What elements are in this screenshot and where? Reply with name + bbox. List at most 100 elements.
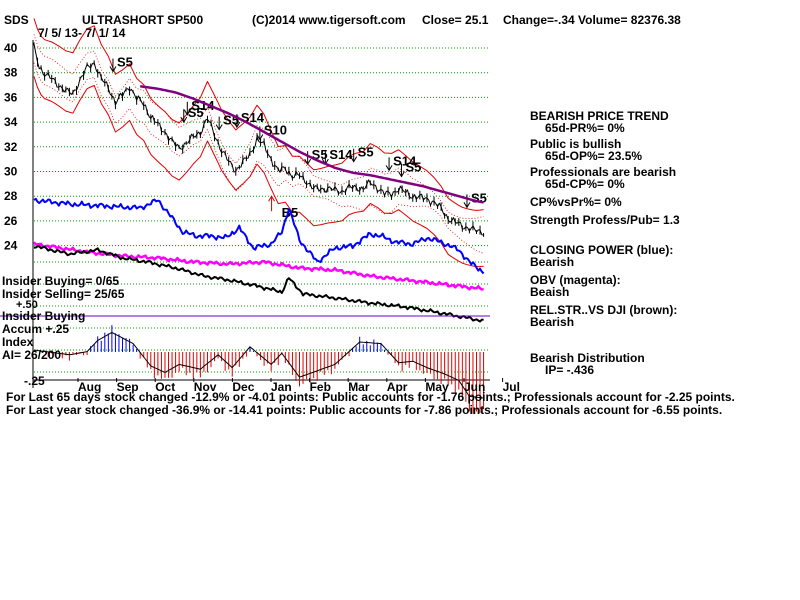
rel-strength-line	[33, 245, 484, 323]
panel-line: Strength Profess/Pub= 1.3	[530, 213, 680, 227]
month-label: Sep	[117, 380, 139, 394]
panel-line: CP%vsPr%= 0%	[530, 195, 622, 209]
footer-line-year: For Last year stock changed -36.9% or -1…	[6, 403, 723, 417]
upper-dotted-band	[33, 34, 484, 219]
footer-line-65d: For Last 65 days stock changed -12.9% or…	[6, 390, 735, 404]
signal-label: S5	[117, 55, 133, 70]
closing-power-series	[33, 197, 485, 275]
ai-label: AI= 26/200	[2, 348, 62, 362]
lower-dotted-band	[33, 62, 484, 254]
obv-series	[33, 241, 484, 291]
signal-label: S14	[393, 153, 417, 168]
sell-arrow-head	[385, 165, 393, 172]
panel-line: 65d-OP%= 23.5%	[545, 149, 643, 163]
sell-arrow-head	[183, 109, 191, 116]
sell-arrow-head	[350, 156, 358, 163]
plus50-label: +.50	[16, 299, 38, 311]
insider-buying: Insider Buying= 0/65	[2, 274, 120, 288]
sell-arrow-head	[463, 202, 471, 209]
accum-row: Accum +.25	[2, 323, 124, 336]
month-label: Aug	[78, 380, 101, 394]
signal-label: S5	[188, 105, 204, 120]
sell-arrow-head	[180, 116, 188, 124]
buy-arrow-head	[268, 195, 275, 202]
month-label: Oct	[155, 380, 175, 394]
panel-line: BEARISH PRICE TREND	[530, 109, 669, 123]
close-value: Close= 25.1	[422, 13, 489, 27]
panel-line: Bearish	[530, 255, 575, 269]
footer-summary: For Last 65 days stock changed -12.9% or…	[6, 391, 735, 417]
signal-label: S5	[358, 145, 374, 160]
price-tick-label: 34	[4, 115, 18, 129]
rel-strength-series	[33, 245, 484, 323]
price-tick-label: 28	[4, 189, 18, 203]
month-label: Apr	[387, 380, 408, 394]
sell-arrow-head	[215, 124, 223, 131]
price-grid	[34, 47, 490, 373]
signal-label: S14	[329, 147, 353, 162]
accumulation-index	[33, 325, 485, 414]
month-label: Nov	[194, 380, 217, 394]
panel-line: 65d-CP%= 0%	[545, 177, 625, 191]
sell-arrow-head	[304, 158, 312, 166]
panel-line: Bearish	[530, 315, 575, 329]
month-labels: Aug Sep Oct Nov Dec Jan Feb Mar Apr May Jun Jul	[77, 378, 520, 394]
insider-selling: Insider Selling= 25/65	[2, 287, 125, 301]
insider-block: Insider Buying= 0/65 Insider Selling= 25…	[2, 275, 124, 388]
month-label: Jun	[464, 380, 485, 394]
panel-line: Bearish Distribution	[530, 351, 645, 365]
index-label: Index	[2, 335, 34, 349]
panel-line: Public is bullish	[530, 137, 622, 151]
month-label: Mar	[348, 380, 370, 394]
date-range: 7/ 5/ 13- 7/ 1/ 14	[38, 26, 126, 40]
panel-line: Beaish	[530, 285, 570, 299]
price-tick-label: 30	[4, 165, 18, 179]
month-label: Jan	[271, 380, 292, 394]
panel-line: Professionals are bearish	[530, 165, 677, 179]
copyright: (C)2014 www.tigersoft.com	[252, 13, 406, 27]
price-bands	[33, 18, 484, 268]
month-label: Jul	[503, 380, 520, 394]
panel-line: IP= -.436	[545, 363, 595, 377]
month-label: Feb	[310, 380, 331, 394]
panel-line: 65d-PR%= 0%	[545, 121, 625, 135]
panel-line: CLOSING POWER (blue):	[530, 243, 674, 257]
sell-arrow-head	[398, 171, 405, 178]
price-tick-label: 38	[4, 66, 18, 80]
stock-name: ULTRASHORT SP500	[82, 13, 204, 27]
price-line	[33, 43, 484, 236]
ticker: SDS	[4, 13, 29, 27]
sell-arrow-head	[233, 121, 241, 129]
moving-average-series	[140, 85, 484, 204]
signal-label: S5	[405, 160, 421, 175]
change-value: Change=-.34	[503, 13, 575, 27]
price-series	[33, 42, 485, 237]
accum-average-line	[33, 331, 484, 399]
month-label: Dec	[232, 380, 254, 394]
price-tick-label: 40	[4, 41, 18, 55]
price-tick-labels: 24 26 28 30 32 34 36 38 40	[4, 41, 18, 253]
upper-band	[33, 18, 484, 211]
moving-average-line	[140, 85, 484, 204]
minus25-label: -.25	[24, 374, 45, 388]
price-tick-label: 32	[4, 140, 18, 154]
month-label: May	[425, 380, 449, 394]
price-tick-label: 36	[4, 90, 18, 104]
sell-arrow-head	[256, 134, 264, 141]
lower-band	[33, 76, 484, 268]
signal-label: S5	[471, 190, 487, 205]
panel-line: REL.STR..VS DJI (brown):	[530, 303, 678, 317]
sell-arrow-head	[109, 66, 117, 73]
closing-power-line	[33, 197, 485, 275]
price-tick-label: 26	[4, 214, 18, 228]
price-tick-label: 24	[4, 239, 18, 253]
insider-buying-2: Insider Buying	[2, 309, 86, 323]
accum-label: Accum	[2, 322, 43, 336]
plus25-label: +.25	[45, 322, 70, 336]
signal-label: S14	[241, 110, 265, 125]
panel-line: OBV (magenta):	[530, 273, 621, 287]
obv-line	[33, 241, 484, 291]
volume-value: Volume= 82376.38	[578, 13, 681, 27]
